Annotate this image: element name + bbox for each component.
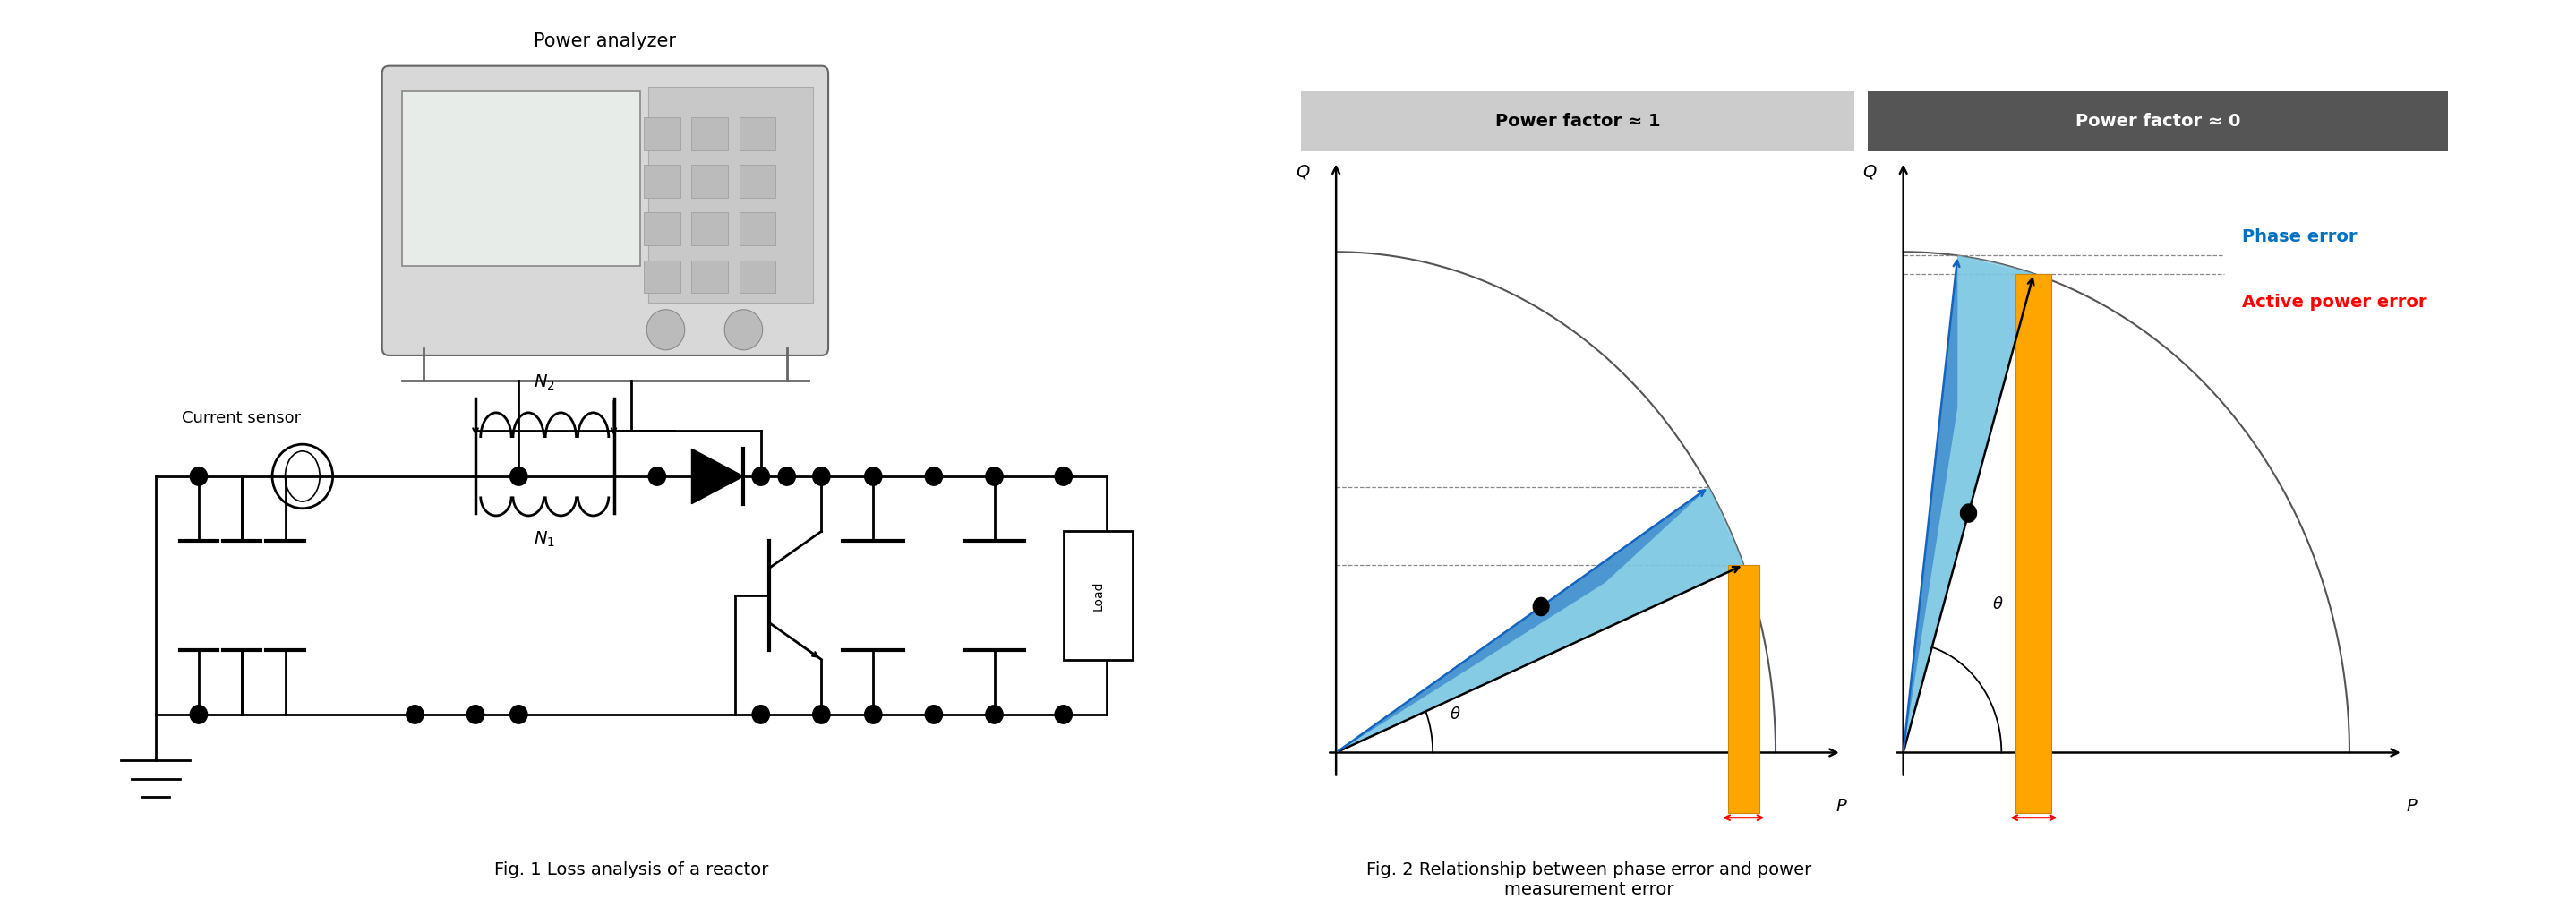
Text: θ: θ [1450,706,1461,723]
Polygon shape [1337,487,1744,753]
Circle shape [191,705,206,724]
Bar [690,165,729,198]
Circle shape [191,467,206,485]
Polygon shape [1337,487,1708,753]
Text: Fig. 2 Relationship between phase error and power
measurement error: Fig. 2 Relationship between phase error … [1368,861,1811,898]
Bar [739,213,775,245]
Circle shape [811,467,829,485]
Circle shape [466,705,484,724]
Circle shape [510,467,528,485]
Circle shape [1960,504,1976,522]
Text: Power analyzer: Power analyzer [533,32,677,50]
Polygon shape [1904,256,2032,753]
FancyBboxPatch shape [649,87,811,302]
Bar [644,260,680,293]
Text: P: P [2406,798,2416,814]
Circle shape [778,467,796,485]
Polygon shape [1728,565,1759,812]
Text: Load: Load [1092,581,1105,610]
Text: Current sensor: Current sensor [180,409,301,426]
Bar [739,165,775,198]
Bar [739,117,775,150]
Circle shape [1533,597,1548,616]
Circle shape [866,467,881,485]
Text: Active power error: Active power error [2241,294,2427,311]
Circle shape [811,705,829,724]
Polygon shape [1337,487,1744,753]
Circle shape [752,705,770,724]
Bar [644,117,680,150]
Text: θ: θ [1991,596,2002,613]
Polygon shape [1904,256,1958,753]
Circle shape [724,310,762,350]
Bar [690,260,729,293]
Text: Q: Q [1296,163,1309,180]
Polygon shape [690,449,744,504]
FancyBboxPatch shape [402,92,639,266]
Text: $N_2$: $N_2$ [533,373,556,392]
Circle shape [1056,467,1072,485]
Bar [739,260,775,293]
Polygon shape [2017,274,2050,812]
Circle shape [407,705,422,724]
Text: $N_1$: $N_1$ [533,529,556,549]
Text: Power factor ≈ 0: Power factor ≈ 0 [2076,114,2241,130]
Circle shape [987,467,1002,485]
Circle shape [925,467,943,485]
Circle shape [649,467,665,485]
Bar [690,117,729,150]
FancyBboxPatch shape [381,66,829,355]
Bar [644,165,680,198]
FancyBboxPatch shape [1868,92,2447,152]
Circle shape [987,705,1002,724]
Circle shape [510,705,528,724]
Circle shape [866,705,881,724]
Text: Q: Q [1862,163,1875,180]
Text: Fig. 1 Loss analysis of a reactor: Fig. 1 Loss analysis of a reactor [495,862,768,878]
Bar [1064,531,1133,660]
Text: P: P [1837,798,1847,814]
FancyBboxPatch shape [1301,92,1855,152]
Circle shape [752,467,770,485]
Bar [644,213,680,245]
Bar [690,213,729,245]
Circle shape [647,310,685,350]
Text: Power factor ≈ 1: Power factor ≈ 1 [1494,114,1662,130]
Circle shape [925,705,943,724]
Polygon shape [1904,256,2032,753]
Text: Phase error: Phase error [2241,229,2357,245]
Circle shape [1056,705,1072,724]
